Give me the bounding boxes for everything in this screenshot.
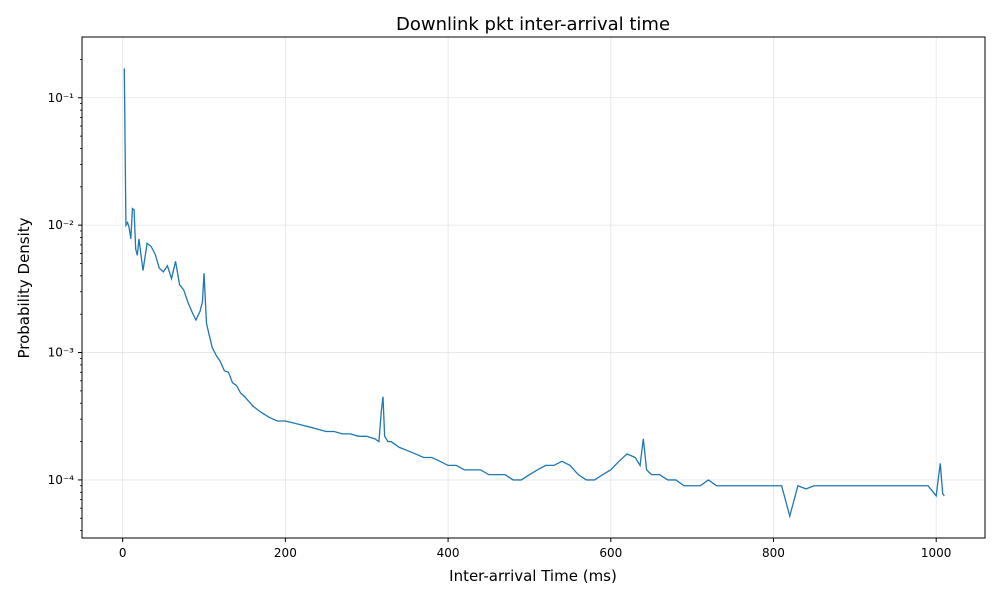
- x-tick-label: 200: [274, 546, 297, 560]
- x-axis-label: Inter-arrival Time (ms): [449, 567, 617, 585]
- series-line: [123, 68, 945, 519]
- x-tick-label: 1000: [921, 546, 952, 560]
- x-tick-label: 800: [762, 546, 785, 560]
- y-tick-label: 10⁻²: [48, 218, 75, 232]
- y-tick-label: 10⁻⁴: [48, 473, 75, 487]
- x-tick-label: 600: [599, 546, 622, 560]
- chart-title: Downlink pkt inter-arrival time: [396, 14, 670, 35]
- x-tick-label: 0: [119, 546, 127, 560]
- y-tick-label: 10⁻³: [48, 346, 75, 360]
- x-tick-label: 400: [437, 546, 460, 560]
- y-axis-label: Probability Density: [15, 217, 33, 358]
- y-axis: 10⁻⁴ 10⁻³ 10⁻² 10⁻¹: [48, 59, 82, 532]
- x-axis: 0 200 400 600 800 1000: [119, 538, 952, 560]
- y-tick-label: 10⁻¹: [48, 91, 75, 105]
- grid-lines: [82, 37, 985, 538]
- plot-area: [81, 36, 986, 539]
